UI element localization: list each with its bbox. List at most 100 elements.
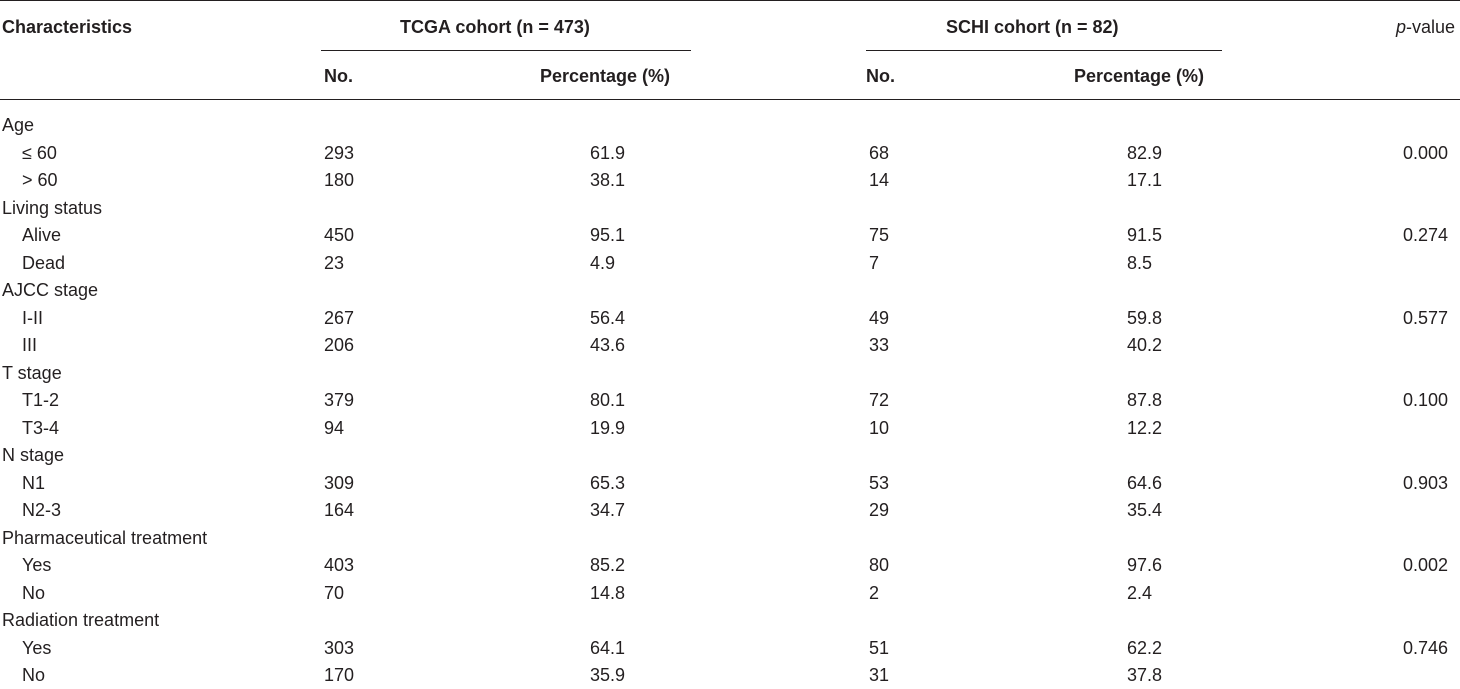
tcga-percentage-cell: 19.9 <box>590 418 626 438</box>
group-label: N stage <box>2 445 65 465</box>
header-tcga-percentage: Percentage (%) <box>540 66 671 86</box>
schi-percentage-cell: 12.2 <box>1127 418 1163 438</box>
table-row: No 170 35.9 31 37.8 <box>0 662 1460 689</box>
p-value-cell: 0.100 <box>1403 390 1449 410</box>
schi-no-cell: 14 <box>869 170 890 190</box>
schi-no-cell: 49 <box>869 308 890 328</box>
schi-no-cell: 53 <box>869 473 890 493</box>
schi-no-cell: 72 <box>869 390 890 410</box>
group-label: Pharmaceutical treatment <box>2 528 208 548</box>
header-schi-no: No. <box>866 66 895 86</box>
schi-percentage-cell: 82.9 <box>1127 143 1163 163</box>
tcga-percentage-cell: 65.3 <box>590 473 626 493</box>
tcga-percentage-cell: 61.9 <box>590 143 626 163</box>
group-header-row: Age <box>0 112 1460 139</box>
p-value-cell: 0.577 <box>1403 308 1449 328</box>
header-p-value: p-value <box>1396 16 1455 38</box>
table-top-rule <box>0 0 1460 1</box>
schi-no-cell: 10 <box>869 418 890 438</box>
schi-no-cell: 33 <box>869 335 890 355</box>
schi-no-cell: 7 <box>869 253 880 273</box>
tcga-percentage-cell: 56.4 <box>590 308 626 328</box>
schi-no-cell: 29 <box>869 500 890 520</box>
tcga-no-cell: 293 <box>324 143 355 163</box>
table-row: Alive 450 95.1 75 91.5 0.274 <box>0 222 1460 249</box>
tcga-no-cell: 206 <box>324 335 355 355</box>
schi-percentage-cell: 62.2 <box>1127 638 1163 658</box>
schi-no-cell: 80 <box>869 555 890 575</box>
schi-percentage-cell: 87.8 <box>1127 390 1163 410</box>
row-label: T1-2 <box>22 390 60 410</box>
table-row: Dead 23 4.9 7 8.5 <box>0 250 1460 277</box>
p-value-cell: 0.903 <box>1403 473 1449 493</box>
header-tcga-cohort: TCGA cohort (n = 473) <box>400 17 590 37</box>
table-row: N1 309 65.3 53 64.6 0.903 <box>0 470 1460 497</box>
schi-percentage-cell: 17.1 <box>1127 170 1163 190</box>
tcga-percentage-cell: 14.8 <box>590 583 626 603</box>
table-row: Yes 303 64.1 51 62.2 0.746 <box>0 635 1460 662</box>
tcga-no-cell: 70 <box>324 583 345 603</box>
schi-percentage-cell: 40.2 <box>1127 335 1163 355</box>
row-label: Yes <box>22 638 52 658</box>
tcga-no-cell: 403 <box>324 555 355 575</box>
tcga-percentage-cell: 35.9 <box>590 665 626 685</box>
row-label: I-II <box>22 308 43 328</box>
schi-percentage-cell: 64.6 <box>1127 473 1163 493</box>
tcga-no-cell: 23 <box>324 253 345 273</box>
group-header-row: AJCC stage <box>0 277 1460 304</box>
group-header-row: T stage <box>0 360 1460 387</box>
row-label: No <box>22 665 46 685</box>
group-header-row: Living status <box>0 195 1460 222</box>
group-label: Radiation treatment <box>2 610 160 630</box>
tcga-percentage-cell: 95.1 <box>590 225 626 245</box>
group-label: AJCC stage <box>2 280 99 300</box>
tcga-percentage-cell: 38.1 <box>590 170 626 190</box>
group-header-row: N stage <box>0 442 1460 469</box>
tcga-percentage-cell: 80.1 <box>590 390 626 410</box>
tcga-percentage-cell: 34.7 <box>590 500 626 520</box>
row-label: Dead <box>22 253 66 273</box>
schi-no-cell: 2 <box>869 583 880 603</box>
row-label: III <box>22 335 38 355</box>
group-header-row: Radiation treatment <box>0 607 1460 634</box>
schi-percentage-cell: 97.6 <box>1127 555 1163 575</box>
header-tcga-no: No. <box>324 66 353 86</box>
schi-no-cell: 68 <box>869 143 890 163</box>
p-value-cell: 0.002 <box>1403 555 1449 575</box>
schi-no-cell: 75 <box>869 225 890 245</box>
tcga-percentage-cell: 85.2 <box>590 555 626 575</box>
schi-no-cell: 31 <box>869 665 890 685</box>
tcga-no-cell: 450 <box>324 225 355 245</box>
row-label: Alive <box>22 225 62 245</box>
group-label: T stage <box>2 363 62 383</box>
p-value-italic: p <box>1396 17 1407 37</box>
row-label: N1 <box>22 473 46 493</box>
schi-percentage-cell: 8.5 <box>1127 253 1153 273</box>
tcga-no-cell: 170 <box>324 665 355 685</box>
schi-percentage-cell: 37.8 <box>1127 665 1163 685</box>
tcga-no-cell: 180 <box>324 170 355 190</box>
table-row: III 206 43.6 33 40.2 <box>0 332 1460 359</box>
tcga-percentage-cell: 64.1 <box>590 638 626 658</box>
tcga-no-cell: 303 <box>324 638 355 658</box>
row-label: T3-4 <box>22 418 60 438</box>
tcga-span-rule <box>321 50 691 51</box>
p-value-cell: 0.746 <box>1403 638 1449 658</box>
tcga-no-cell: 267 <box>324 308 355 328</box>
schi-span-rule <box>866 50 1222 51</box>
table-row: No 70 14.8 2 2.4 <box>0 580 1460 607</box>
table-row: I-II 267 56.4 49 59.8 0.577 <box>0 305 1460 332</box>
p-value-cell: 0.000 <box>1403 143 1449 163</box>
tcga-percentage-cell: 4.9 <box>590 253 616 273</box>
table-row: N2-3 164 34.7 29 35.4 <box>0 497 1460 524</box>
schi-percentage-cell: 2.4 <box>1127 583 1153 603</box>
row-label: > 60 <box>22 170 58 190</box>
table-row: T3-4 94 19.9 10 12.2 <box>0 415 1460 442</box>
group-header-row: Pharmaceutical treatment <box>0 525 1460 552</box>
tcga-no-cell: 309 <box>324 473 355 493</box>
tcga-no-cell: 94 <box>324 418 345 438</box>
row-label: No <box>22 583 46 603</box>
schi-no-cell: 51 <box>869 638 890 658</box>
header-bottom-rule <box>0 99 1460 100</box>
